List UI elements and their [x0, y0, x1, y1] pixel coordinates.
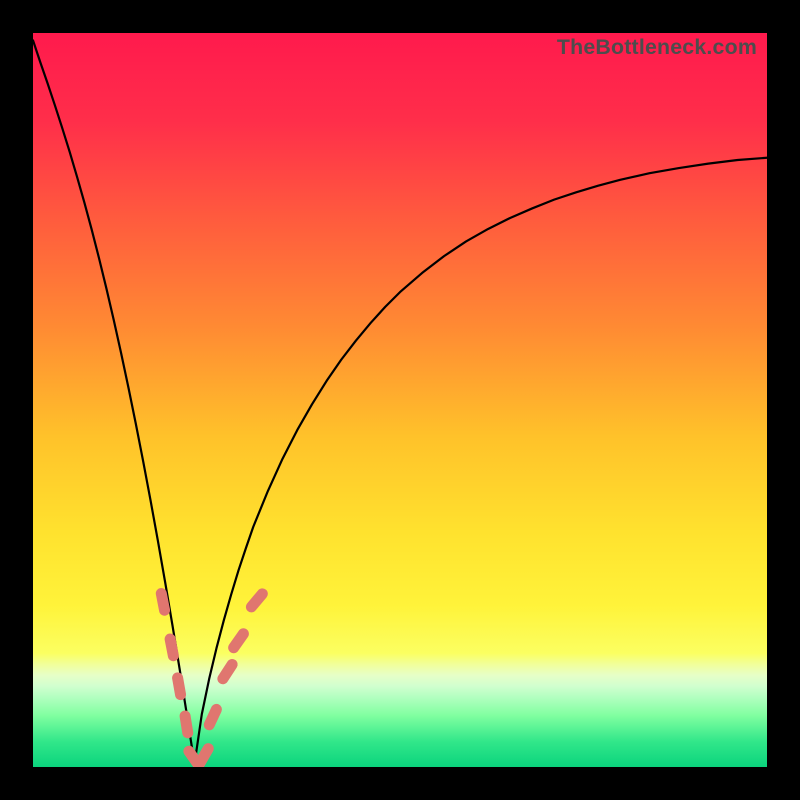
plot-area: [33, 33, 767, 767]
chart-frame: TheBottleneck.com: [0, 0, 800, 800]
gradient-background: [33, 33, 767, 767]
watermark-text: TheBottleneck.com: [557, 35, 757, 60]
plot-svg: [33, 33, 767, 767]
